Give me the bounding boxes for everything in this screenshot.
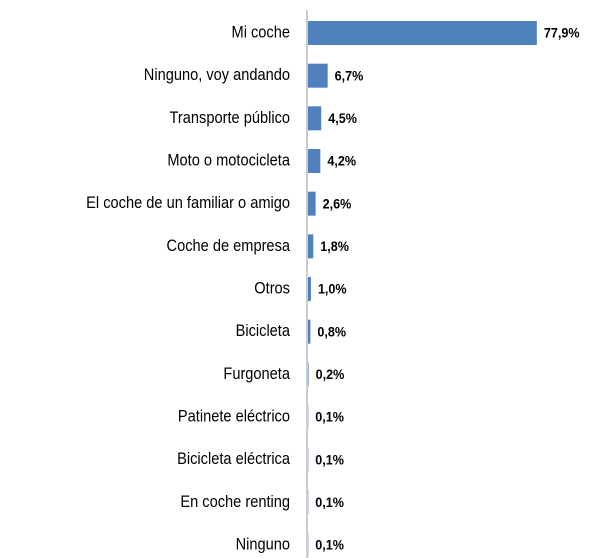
value-label: 6,7%	[335, 68, 364, 84]
value-label: 0,1%	[315, 537, 344, 553]
value-label: 0,8%	[317, 324, 346, 340]
y-tick-label: Mi coche	[232, 24, 291, 42]
y-tick-label: Patinete eléctrico	[178, 408, 290, 426]
value-label: 0,2%	[316, 366, 345, 382]
value-label: 0,1%	[315, 409, 344, 425]
bar	[308, 234, 314, 259]
y-tick-label: Furgoneta	[223, 365, 290, 383]
y-tick-label: Bicicleta eléctrica	[177, 450, 290, 468]
value-label: 1,0%	[318, 281, 347, 297]
value-label: 2,6%	[323, 196, 352, 212]
y-tick-label: El coche de un familiar o amigo	[86, 194, 290, 212]
value-label: 4,2%	[327, 153, 356, 169]
bar	[308, 21, 537, 45]
bar	[308, 106, 322, 131]
y-tick-label: Transporte público	[170, 109, 291, 127]
y-tick-label: Bicicleta	[236, 322, 291, 340]
bar	[308, 277, 311, 302]
y-tick-label: Moto o motocicleta	[167, 152, 290, 170]
value-label: 77,9%	[544, 25, 580, 41]
y-tick-label: Ninguno, voy andando	[144, 66, 290, 84]
y-tick-label: Coche de empresa	[167, 237, 291, 255]
y-tick-label: En coche renting	[180, 493, 290, 511]
bar	[308, 63, 328, 88]
y-tick-label: Ninguno	[236, 536, 291, 554]
value-label: 4,5%	[328, 110, 357, 126]
bar	[308, 149, 321, 174]
value-label: 1,8%	[320, 238, 349, 254]
bar	[308, 362, 309, 387]
bar	[308, 191, 316, 216]
value-label: 0,1%	[315, 452, 344, 468]
bar	[308, 319, 311, 344]
y-tick-label: Otros	[254, 280, 290, 298]
value-label: 0,1%	[315, 494, 344, 510]
